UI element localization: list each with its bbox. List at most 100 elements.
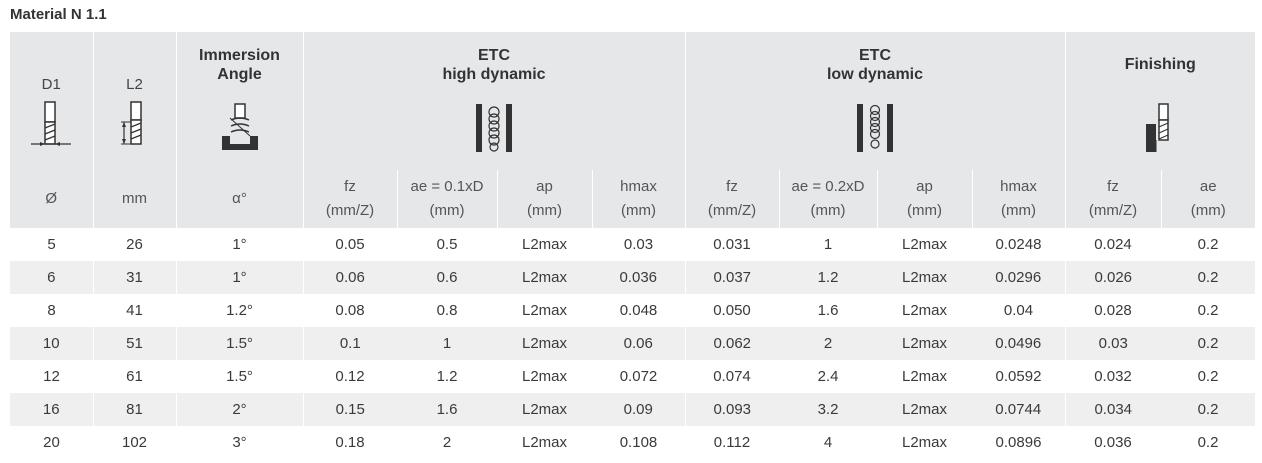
col-high-ap: ap (mm) bbox=[497, 170, 593, 228]
table-cell: 0.034 bbox=[1065, 393, 1161, 426]
header-high-line1: ETC bbox=[478, 47, 510, 64]
col-low-ap: ap (mm) bbox=[877, 170, 973, 228]
table-cell: 3.2 bbox=[779, 393, 877, 426]
table-cell: 41 bbox=[126, 302, 143, 319]
col-finishing-ae: ae (mm) bbox=[1161, 170, 1255, 228]
table-row: 10 51 1.5° 0.1 1 L2max 0.06 0.062 2 L2max 0.0496 0.… bbox=[10, 327, 1255, 360]
table-cell: L2max bbox=[521, 368, 568, 385]
col-high-fz: fz (mm/Z) bbox=[303, 170, 398, 228]
table-row: 8 41 1.2° 0.08 0.8 L2max 0.048 0.050 1.6 L2max 0.0… bbox=[10, 294, 1255, 327]
table-cell: 0.108 bbox=[619, 434, 658, 451]
table-cell: 5 bbox=[47, 236, 56, 253]
table-cell: 0.062 bbox=[685, 327, 779, 360]
table-cell: 2 bbox=[442, 434, 452, 451]
header-immersion-angle: Immersion Angle bbox=[176, 32, 304, 170]
table-cell: 0.093 bbox=[685, 393, 779, 426]
col-low-fz: fz (mm/Z) bbox=[685, 170, 780, 228]
table-cell: L2max bbox=[877, 261, 972, 294]
table-cell: 0.2 bbox=[1161, 393, 1255, 426]
table-cell: L2max bbox=[521, 236, 568, 253]
header-finishing: Finishing bbox=[1065, 32, 1255, 170]
table-cell: 0.03 bbox=[623, 236, 654, 253]
col-finishing-fz: fz (mm/Z) bbox=[1065, 170, 1162, 228]
table-cell: 0.05 bbox=[335, 236, 365, 253]
table-cell: 16 bbox=[10, 393, 94, 426]
table-cell: 51 bbox=[93, 327, 177, 360]
header-high-line2: high dynamic bbox=[442, 66, 546, 83]
header-immersion-line2: Angle bbox=[217, 66, 262, 83]
header-etc-low-dynamic: ETC low dynamic bbox=[685, 32, 1066, 170]
table-cell: L2max bbox=[877, 393, 972, 426]
table-cell: 26 bbox=[126, 236, 143, 253]
table-cell: 0.09 bbox=[592, 393, 686, 426]
table-cell: 0.036 bbox=[1094, 434, 1132, 451]
header-low-line2: low dynamic bbox=[826, 66, 924, 83]
table-cell: 10 bbox=[10, 327, 94, 360]
table-cell: 8 bbox=[47, 302, 56, 319]
table-cell: 1.2 bbox=[779, 261, 877, 294]
col-low-hmax: hmax (mm) bbox=[972, 170, 1066, 228]
table-cell: 4 bbox=[823, 434, 833, 451]
table-cell: L2max bbox=[521, 302, 568, 319]
table-cell: 1 bbox=[397, 327, 497, 360]
table-cell: 0.050 bbox=[713, 302, 751, 319]
immersion-angle-icon bbox=[221, 103, 258, 150]
table-cell: 0.03 bbox=[1065, 327, 1161, 360]
page-title: Material N 1.1 bbox=[10, 6, 107, 23]
table-cell: 0.026 bbox=[1065, 261, 1161, 294]
table-cell: 0.072 bbox=[619, 368, 658, 385]
table-cell: 0.036 bbox=[592, 261, 686, 294]
low-dynamic-toolpath-icon bbox=[857, 104, 893, 152]
table-cell: 12 bbox=[43, 368, 60, 385]
table-cell: L2max bbox=[497, 261, 592, 294]
table-cell: L2max bbox=[497, 393, 592, 426]
table-cell: 0.037 bbox=[685, 261, 779, 294]
table-row: 12 61 1.5° 0.12 1.2 L2max 0.072 0.074 2.4 L2max 0.… bbox=[10, 360, 1255, 393]
table-cell: 1.5° bbox=[226, 368, 253, 385]
table-cell: L2max bbox=[901, 434, 948, 451]
table-row: 5 26 1° 0.05 0.5 L2max 0.03 0.031 1 L2max 0.0248 0.… bbox=[10, 228, 1255, 261]
table-body: 5 26 1° 0.05 0.5 L2max 0.03 0.031 1 L2max 0.0248 0.… bbox=[10, 228, 1255, 459]
table-cell: 0.2 bbox=[1197, 236, 1219, 253]
table-cell: L2max bbox=[901, 368, 948, 385]
header-l2: L2 bbox=[93, 32, 177, 170]
table-cell: 81 bbox=[93, 393, 177, 426]
table-cell: 0.18 bbox=[335, 434, 365, 451]
unit-d1: Ø bbox=[10, 170, 94, 228]
table-cell: 0.08 bbox=[335, 302, 365, 319]
table-cell: L2max bbox=[497, 327, 592, 360]
table-cell: 0.0496 bbox=[972, 327, 1066, 360]
high-dynamic-toolpath-icon bbox=[476, 104, 512, 152]
tool-length-icon bbox=[120, 101, 142, 145]
table-cell: 1.2° bbox=[226, 302, 253, 319]
table-cell: 31 bbox=[93, 261, 177, 294]
unit-l2: mm bbox=[93, 170, 177, 228]
finishing-icon bbox=[1146, 103, 1169, 152]
table-cell: 0.0248 bbox=[995, 236, 1042, 253]
table-cell: 20 bbox=[43, 434, 60, 451]
table-cell: 0.04 bbox=[1003, 302, 1034, 319]
table-cell: 0.0296 bbox=[972, 261, 1066, 294]
table-cell: 0.15 bbox=[303, 393, 397, 426]
table-cell: 1.2 bbox=[436, 368, 458, 385]
header-l2-label: L2 bbox=[126, 76, 143, 93]
table-cell: L2max bbox=[877, 327, 972, 360]
table-cell: 0.2 bbox=[1161, 327, 1255, 360]
table-cell: 0.048 bbox=[619, 302, 658, 319]
table-cell: L2max bbox=[901, 302, 948, 319]
table-cell: 3° bbox=[232, 434, 247, 451]
table-cell: 1.6 bbox=[397, 393, 497, 426]
table-row: 6 31 1° 0.06 0.6 L2max 0.036 0.037 1.2 L2max 0.029… bbox=[10, 261, 1255, 294]
table-cell: 0.024 bbox=[1094, 236, 1132, 253]
header-immersion-line1: Immersion bbox=[199, 47, 280, 64]
table-cell: 0.2 bbox=[1161, 261, 1255, 294]
table-cell: 1 bbox=[823, 236, 833, 253]
table-cell: 61 bbox=[126, 368, 143, 385]
table-cell: 0.5 bbox=[436, 236, 458, 253]
table-cell: 1° bbox=[232, 236, 247, 253]
table-cell: 0.031 bbox=[713, 236, 751, 253]
table-cell: 1.6 bbox=[817, 302, 839, 319]
header-low-line1: ETC bbox=[859, 47, 891, 64]
table-cell: 0.112 bbox=[713, 434, 751, 451]
table-cell: L2max bbox=[901, 236, 948, 253]
